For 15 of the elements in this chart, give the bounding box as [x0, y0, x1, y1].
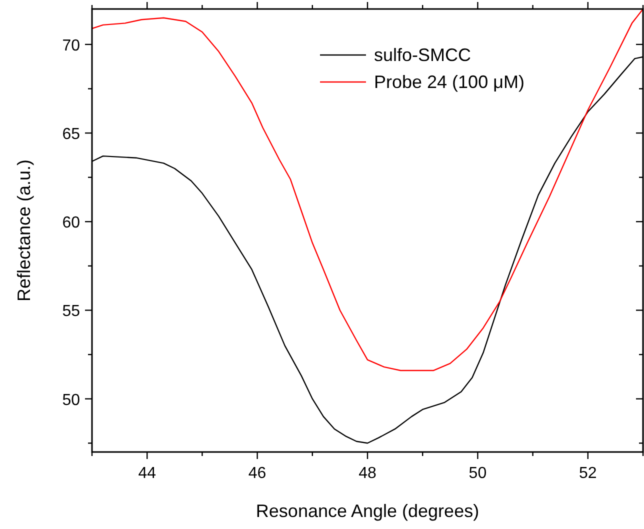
y-tick-label: 65	[62, 126, 80, 144]
x-tick-label: 46	[248, 465, 266, 482]
y-tick-label: 70	[62, 37, 80, 54]
y-axis-title: Reflectance (a.u.)	[14, 159, 34, 302]
x-tick-label: 52	[579, 465, 597, 482]
x-tick-label: 48	[358, 465, 376, 482]
x-tick-label: 50	[468, 465, 487, 482]
legend-label: sulfo-SMCC	[374, 45, 472, 65]
y-tick-label: 50	[62, 392, 80, 409]
legend-label: Probe 24 (100 μM)	[374, 72, 524, 92]
x-axis-title: Resonance Angle (degrees)	[256, 501, 480, 521]
x-tick-label: 44	[138, 465, 156, 482]
y-tick-label: 55	[62, 303, 80, 320]
y-tick-label: 60	[62, 214, 80, 232]
line-series	[92, 9, 643, 372]
